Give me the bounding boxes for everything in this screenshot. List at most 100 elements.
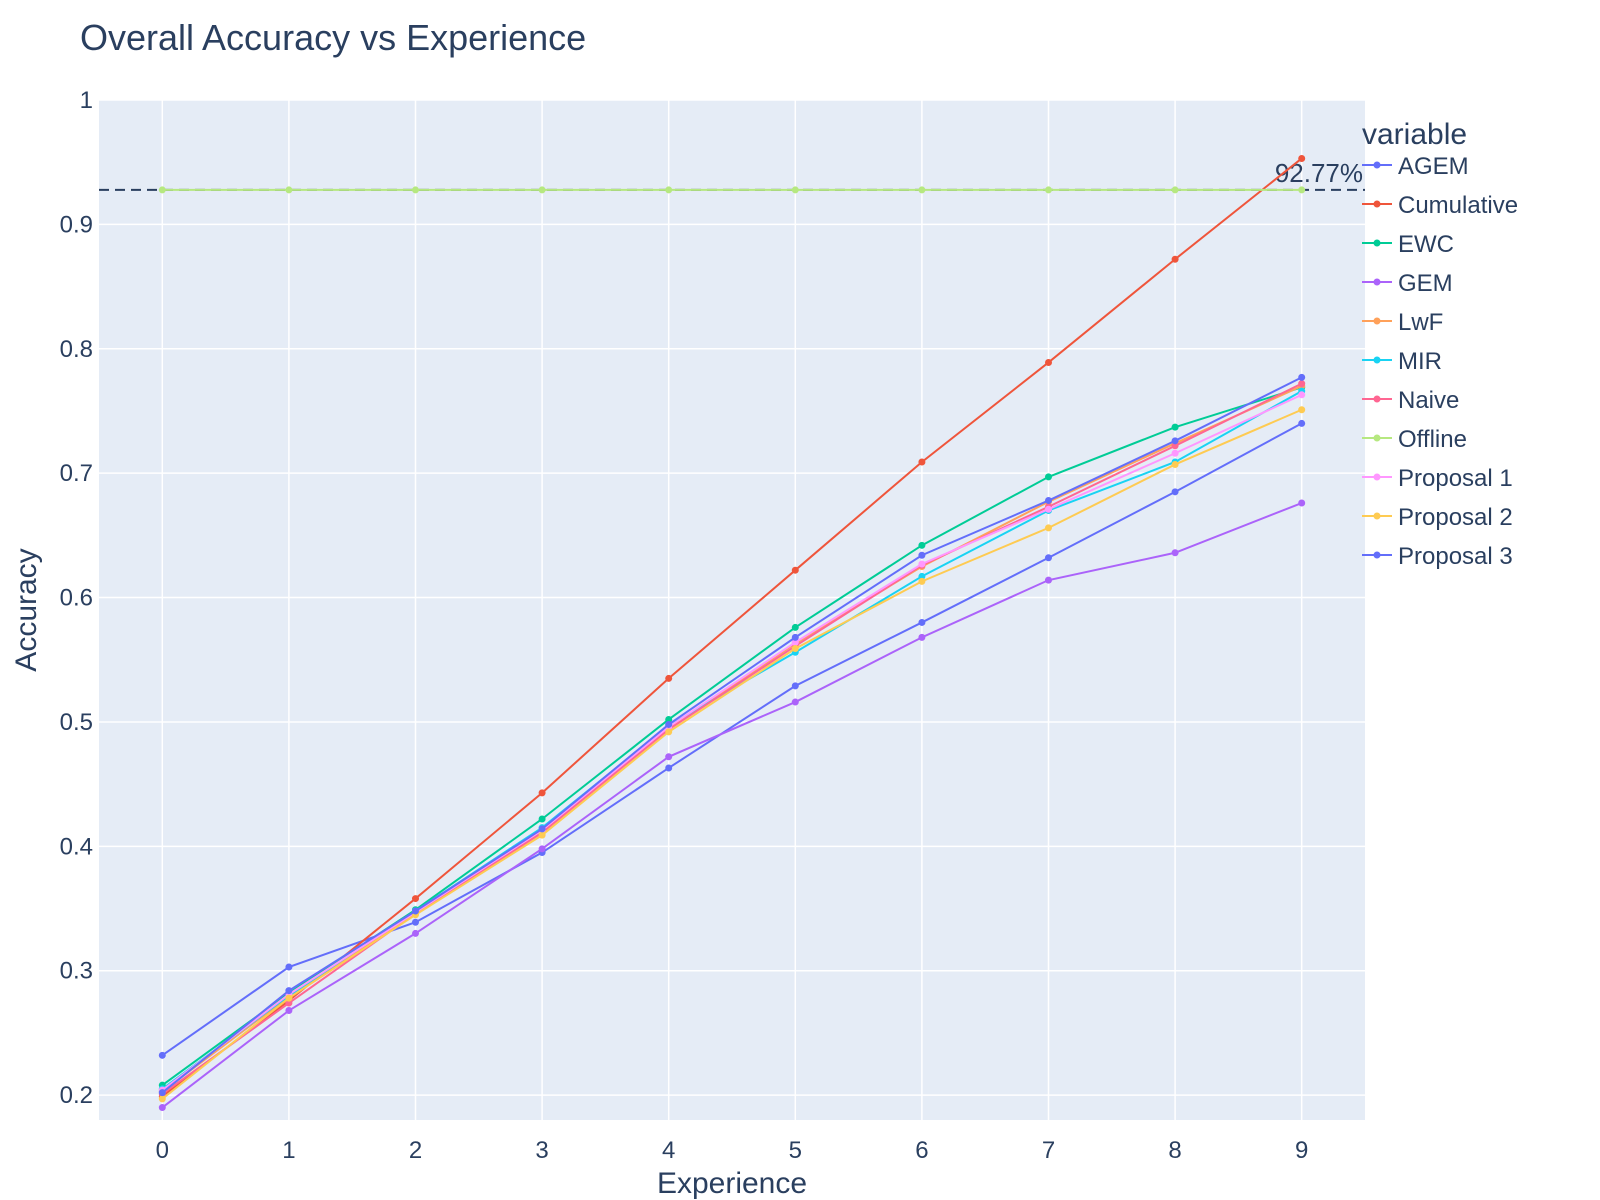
data-point [1298,391,1306,399]
legend-swatch-marker [1373,278,1381,286]
x-axis-title: Experience [657,1167,807,1200]
series-line [161,382,1303,1095]
data-point [412,918,419,926]
data-point [918,618,926,626]
data-point [285,999,293,1007]
legend-item-lwf[interactable]: LwF [1362,309,1443,336]
series-gem [158,499,1306,1112]
x-tick-label: 8 [1168,1137,1181,1164]
legend-swatch-marker [1373,434,1381,442]
legend-label: Offline [1398,426,1467,453]
legend-swatch-marker [1373,200,1381,208]
data-point [1298,154,1306,162]
data-point [791,682,799,690]
data-point [791,698,799,706]
legend-label: Proposal 1 [1398,465,1513,492]
x-tick-label: 6 [915,1137,928,1164]
data-point [665,715,673,723]
data-point [918,560,926,568]
data-point [285,1007,293,1015]
legend-item-ewc[interactable]: EWC [1362,231,1454,258]
data-point [1298,186,1306,194]
series-line [161,376,1303,1094]
y-tick-label: 0.4 [60,833,93,860]
data-point [1171,423,1179,431]
data-point [412,907,419,915]
legend-swatch-marker [1373,473,1381,481]
data-point [1171,488,1179,496]
data-point [1298,499,1306,507]
data-point [1045,186,1052,194]
legend-item-cumulative[interactable]: Cumulative [1362,192,1518,219]
legend-label: EWC [1398,231,1454,258]
data-point [1045,358,1052,366]
series-agem [158,419,1306,1059]
data-point [665,753,673,761]
y-tick-label: 0.8 [60,336,93,363]
legend-item-mir[interactable]: MIR [1362,348,1442,375]
data-point [665,186,673,194]
y-tick-label: 1 [80,87,93,114]
series-line [161,408,1303,1100]
legend-item-proposal-1[interactable]: Proposal 1 [1362,465,1513,492]
x-tick-label: 0 [156,1137,169,1164]
grid [99,99,1365,1120]
data-point [538,815,546,823]
plot-area [99,100,1365,1120]
legend-item-proposal-2[interactable]: Proposal 2 [1362,504,1513,531]
legend-label: AGEM [1398,153,1469,180]
data-point [1045,497,1052,505]
data-point [158,1104,166,1112]
data-point [538,825,546,833]
data-point [538,831,546,839]
data-point [1298,406,1306,414]
series-line [161,385,1303,1093]
data-point [285,186,293,194]
series-offline [158,186,1306,194]
data-point [158,1051,166,1059]
data-point [791,623,799,631]
data-point [538,845,546,853]
legend-swatch-marker [1373,356,1381,364]
data-point [1171,442,1179,450]
data-point [918,551,926,559]
data-point [285,987,293,995]
legend-item-gem[interactable]: GEM [1362,270,1453,297]
data-point [665,764,673,772]
data-point [665,674,673,682]
data-point [285,994,293,1002]
legend-swatch-marker [1373,317,1381,325]
data-point [285,963,293,971]
series-line [161,422,1303,1057]
data-point [1045,473,1052,481]
data-point [791,566,799,574]
legend-swatch-marker [1373,512,1381,520]
data-point [791,186,799,194]
data-point [665,720,673,728]
x-tick-label: 4 [662,1137,675,1164]
legend-item-agem[interactable]: AGEM [1362,153,1469,180]
legend-item-proposal-3[interactable]: Proposal 3 [1362,543,1513,570]
data-point [1171,549,1179,557]
legend-label: Cumulative [1398,192,1518,219]
data-point [1171,460,1179,468]
data-point [538,789,546,797]
y-tick-label: 0.7 [60,460,93,487]
data-point [791,645,799,653]
data-point [918,458,926,466]
data-point [918,572,926,580]
data-point [1171,437,1179,445]
data-point [538,186,546,194]
y-axis-title: Accuracy [10,548,43,671]
y-tick-label: 0.2 [60,1082,93,1109]
data-point [918,541,926,549]
data-point [412,929,419,937]
data-point [158,186,166,194]
y-tick-label: 0.3 [60,958,93,985]
legend[interactable]: variable AGEM Cumulative EWC GEM LwF MIR Naive… [1362,118,1518,570]
legend-item-naive[interactable]: Naive [1362,387,1459,414]
legend-item-offline[interactable]: Offline [1362,426,1467,453]
data-point [791,633,799,641]
legend-swatch-marker [1373,161,1381,169]
data-point [791,638,799,646]
